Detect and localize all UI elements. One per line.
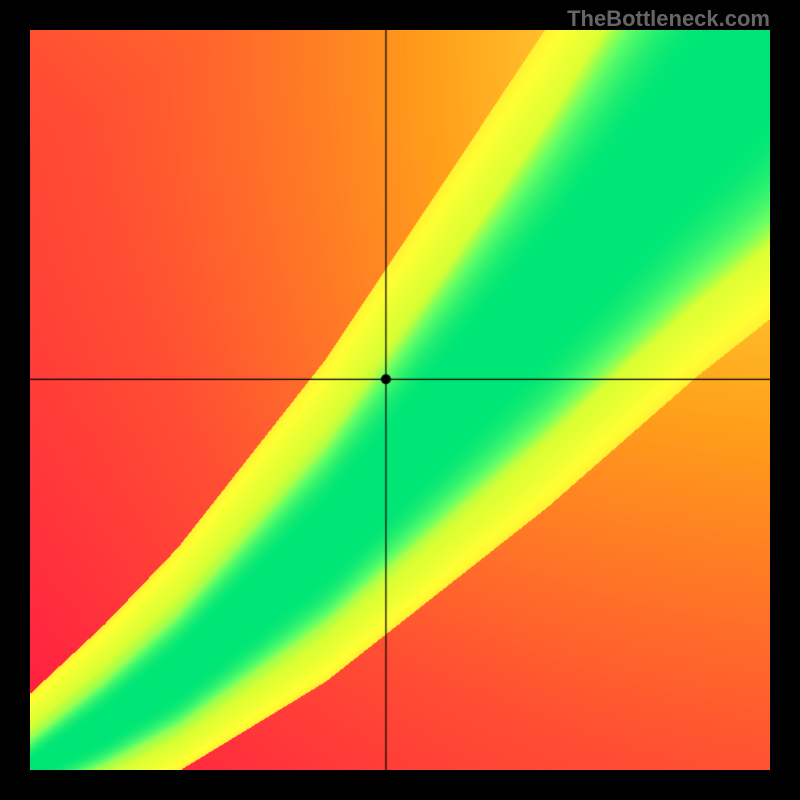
watermark-text: TheBottleneck.com: [567, 6, 770, 32]
chart-container: TheBottleneck.com: [0, 0, 800, 800]
heatmap-canvas: [30, 30, 770, 770]
plot-area: [30, 30, 770, 770]
